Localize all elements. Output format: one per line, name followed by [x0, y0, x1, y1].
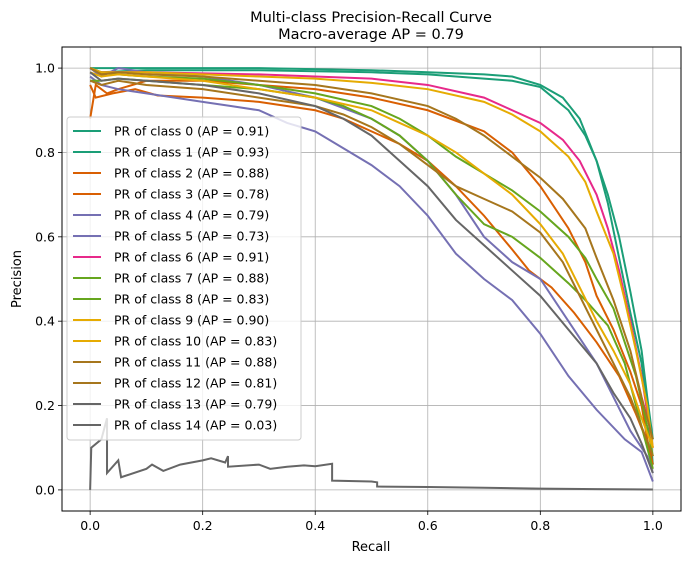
y-axis-label: Precision: [10, 250, 25, 308]
axis-ticks: 0.0 0.2 0.4 0.6 0.8 1.0 0.0 0.2 0.4 0.6 0.8 1.0: [35, 61, 663, 533]
pr-curves: [89, 67, 654, 491]
pr-curve-class-2: [89, 79, 654, 465]
pr-curve-class-13: [89, 71, 654, 474]
legend-entry: PR of class 11 (AP = 0.88): [114, 355, 277, 370]
pr-curve-class-10: [89, 71, 654, 449]
legend-entry: PR of class 7 (AP = 0.88): [114, 271, 269, 286]
legend-entry: PR of class 2 (AP = 0.88): [114, 166, 269, 181]
legend-box: [66, 116, 302, 441]
legend-entry: PR of class 6 (AP = 0.91): [114, 250, 269, 265]
legend-entry: PR of class 9 (AP = 0.90): [114, 313, 269, 328]
x-axis-label: Recall: [352, 540, 391, 555]
x-tick-label: 0.4: [305, 518, 325, 533]
pr-curve-class-5: [89, 75, 654, 482]
legend-entry: PR of class 14 (AP = 0.03): [114, 418, 277, 433]
y-tick-label: 0.6: [35, 229, 55, 244]
pr-curve-class-14: [89, 417, 653, 491]
pr-curve-class-7: [89, 67, 654, 457]
y-tick-label: 0.0: [35, 482, 55, 497]
chart-subtitle: Macro-average AP = 0.79: [278, 27, 464, 43]
x-tick-label: 0.2: [193, 518, 213, 533]
legend-entry: PR of class 5 (AP = 0.73): [114, 229, 269, 244]
x-tick-label: 0.6: [418, 518, 438, 533]
legend-entry: PR of class 0 (AP = 0.91): [114, 124, 269, 139]
legend-entry: PR of class 8 (AP = 0.83): [114, 292, 269, 307]
y-tick-label: 0.8: [35, 145, 55, 160]
plot-frame: [61, 46, 682, 512]
y-tick-label: 0.4: [35, 314, 55, 329]
pr-curve-class-6: [89, 67, 654, 448]
y-tick-label: 1.0: [35, 61, 55, 76]
legend-entry: PR of class 12 (AP = 0.81): [114, 376, 277, 391]
x-tick-label: 1.0: [643, 518, 663, 533]
x-tick-label: 0.8: [530, 518, 550, 533]
pr-curve-class-12: [89, 79, 654, 457]
legend-entry: PR of class 4 (AP = 0.79): [114, 208, 269, 223]
legend-entry: PR of class 3 (AP = 0.78): [114, 187, 269, 202]
legend-entry: PR of class 13 (AP = 0.79): [114, 397, 277, 412]
legend-entry: PR of class 1 (AP = 0.93): [114, 145, 269, 160]
pr-curve-class-11: [89, 67, 654, 440]
x-tick-label: 0.0: [80, 518, 100, 533]
y-tick-label: 0.2: [35, 398, 55, 413]
pr-curve-class-9: [89, 67, 654, 448]
chart-title: Multi-class Precision-Recall Curve: [250, 10, 492, 26]
pr-curve-class-0: [90, 67, 654, 465]
legend: PR of class 0 (AP = 0.91) PR of class 1 (…: [66, 116, 302, 441]
pr-curve-class-3: [89, 84, 654, 457]
pr-curve-class-1: [89, 67, 654, 440]
legend-entry: PR of class 10 (AP = 0.83): [114, 334, 277, 349]
